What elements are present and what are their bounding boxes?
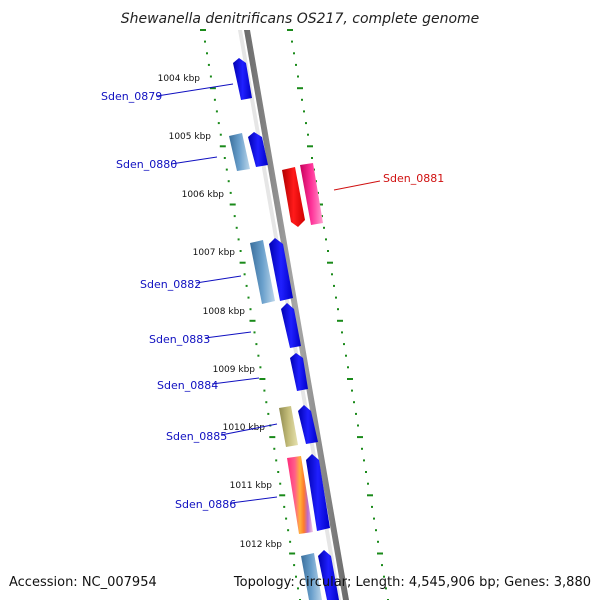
leader-line xyxy=(333,180,381,191)
gene-arrow-sden0885[interactable] xyxy=(298,405,318,444)
tick-rails xyxy=(200,29,389,600)
kbp-marks: 1004 kbp 1005 kbp 1006 kbp 1007 kbp 1008… xyxy=(158,74,283,550)
kbp-label: 1008 kbp xyxy=(203,307,246,317)
gene-leader-lines xyxy=(156,83,381,504)
leader-line xyxy=(156,83,234,97)
kbp-label: 1011 kbp xyxy=(230,481,273,491)
gene-arrow-partial-bottom xyxy=(318,550,339,600)
gene-block-sden0881-pink[interactable] xyxy=(300,163,323,225)
leader-line xyxy=(170,156,218,165)
leader-line xyxy=(230,496,278,504)
gene-arrow-sden0884[interactable] xyxy=(290,353,308,391)
gene-label-sden0883[interactable]: Sden_0883 xyxy=(149,333,210,346)
gene-labels: Sden_0879 Sden_0880 Sden_0881 Sden_0882 … xyxy=(101,90,444,511)
kbp-label: 1005 kbp xyxy=(169,132,212,142)
leader-line xyxy=(211,377,260,385)
gene-block-partial-bottom xyxy=(301,553,322,600)
gene-arrow-sden0880-adj[interactable] xyxy=(248,132,268,167)
genome-summary: Topology: circular; Length: 4,545,906 bp… xyxy=(233,575,591,590)
kbp-label: 1009 kbp xyxy=(213,365,256,375)
kbp-label: 1012 kbp xyxy=(240,540,283,550)
gene-label-sden0880[interactable]: Sden_0880 xyxy=(116,158,177,171)
gene-arrow-sden0882[interactable] xyxy=(269,238,293,301)
gene-arrow-sden0883[interactable] xyxy=(281,303,301,348)
gene-arrow-sden0881-red[interactable] xyxy=(282,167,305,227)
leader-line xyxy=(220,423,278,436)
gene-label-sden0885[interactable]: Sden_0885 xyxy=(166,430,227,443)
kbp-label: 1006 kbp xyxy=(182,190,225,200)
leader-line xyxy=(195,275,242,284)
gene-label-sden0886[interactable]: Sden_0886 xyxy=(175,498,236,511)
gene-block-sden0880[interactable] xyxy=(229,133,250,171)
gene-block-sden0886[interactable] xyxy=(287,456,313,534)
leader-line xyxy=(204,331,252,339)
gene-label-sden0881[interactable]: Sden_0881 xyxy=(383,172,444,185)
genome-backbone xyxy=(244,30,349,600)
gene-label-sden0879[interactable]: Sden_0879 xyxy=(101,90,162,103)
gene-features xyxy=(229,58,339,600)
gene-block-sden0882[interactable] xyxy=(250,240,275,304)
accession-text: Accession: NC_007954 xyxy=(9,575,157,590)
kbp-label: 1007 kbp xyxy=(193,248,236,258)
gene-arrow-sden0886[interactable] xyxy=(306,454,330,531)
gene-label-sden0882[interactable]: Sden_0882 xyxy=(140,278,201,291)
gene-block-sden0885[interactable] xyxy=(279,406,298,447)
kbp-label: 1010 kbp xyxy=(223,423,266,433)
gene-arrow-sden0879[interactable] xyxy=(233,58,252,100)
map-title: Shewanella denitrificans OS217, complete… xyxy=(121,11,480,27)
gene-label-sden0884[interactable]: Sden_0884 xyxy=(157,379,218,392)
kbp-label: 1004 kbp xyxy=(158,74,201,84)
